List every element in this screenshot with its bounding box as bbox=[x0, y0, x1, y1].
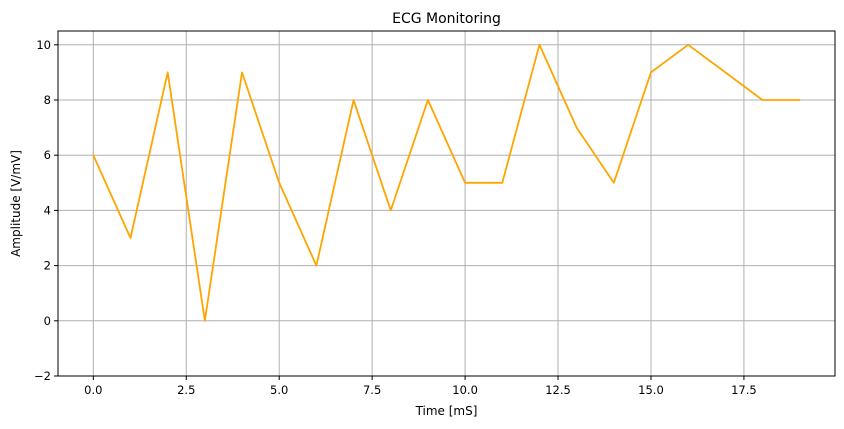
y-tick-label: 2 bbox=[44, 259, 51, 273]
x-tick-label: 2.5 bbox=[177, 383, 195, 397]
y-axis-label: Amplitude [V/mV] bbox=[9, 150, 23, 257]
x-tick-label: 12.5 bbox=[545, 383, 571, 397]
y-tick-label: 10 bbox=[36, 38, 51, 52]
y-tick-label: 6 bbox=[44, 148, 51, 162]
chart-title: ECG Monitoring bbox=[392, 11, 501, 27]
series-layer bbox=[92, 43, 801, 322]
ecg-series-line bbox=[92, 43, 801, 322]
x-tick-label: 10.0 bbox=[452, 383, 478, 397]
y-tick-label: 8 bbox=[44, 93, 51, 107]
x-tick-label: 15.0 bbox=[638, 383, 664, 397]
x-axis-label: Time [mS] bbox=[415, 404, 478, 418]
axis-ticks: 0.0 2.5 5.0 7.5 10.0 12.5 15.0 17.5 −2 0 2 4 6 8 10 bbox=[34, 38, 757, 397]
x-tick-label: 0.0 bbox=[84, 383, 102, 397]
x-tick-label: 5.0 bbox=[270, 383, 288, 397]
y-tick-label: 4 bbox=[44, 203, 51, 217]
y-tick-label: 0 bbox=[44, 314, 51, 328]
plot-frame bbox=[57, 30, 836, 377]
x-tick-label: 17.5 bbox=[731, 383, 757, 397]
x-tick-label: 7.5 bbox=[363, 383, 381, 397]
y-tick-label: −2 bbox=[34, 369, 51, 383]
